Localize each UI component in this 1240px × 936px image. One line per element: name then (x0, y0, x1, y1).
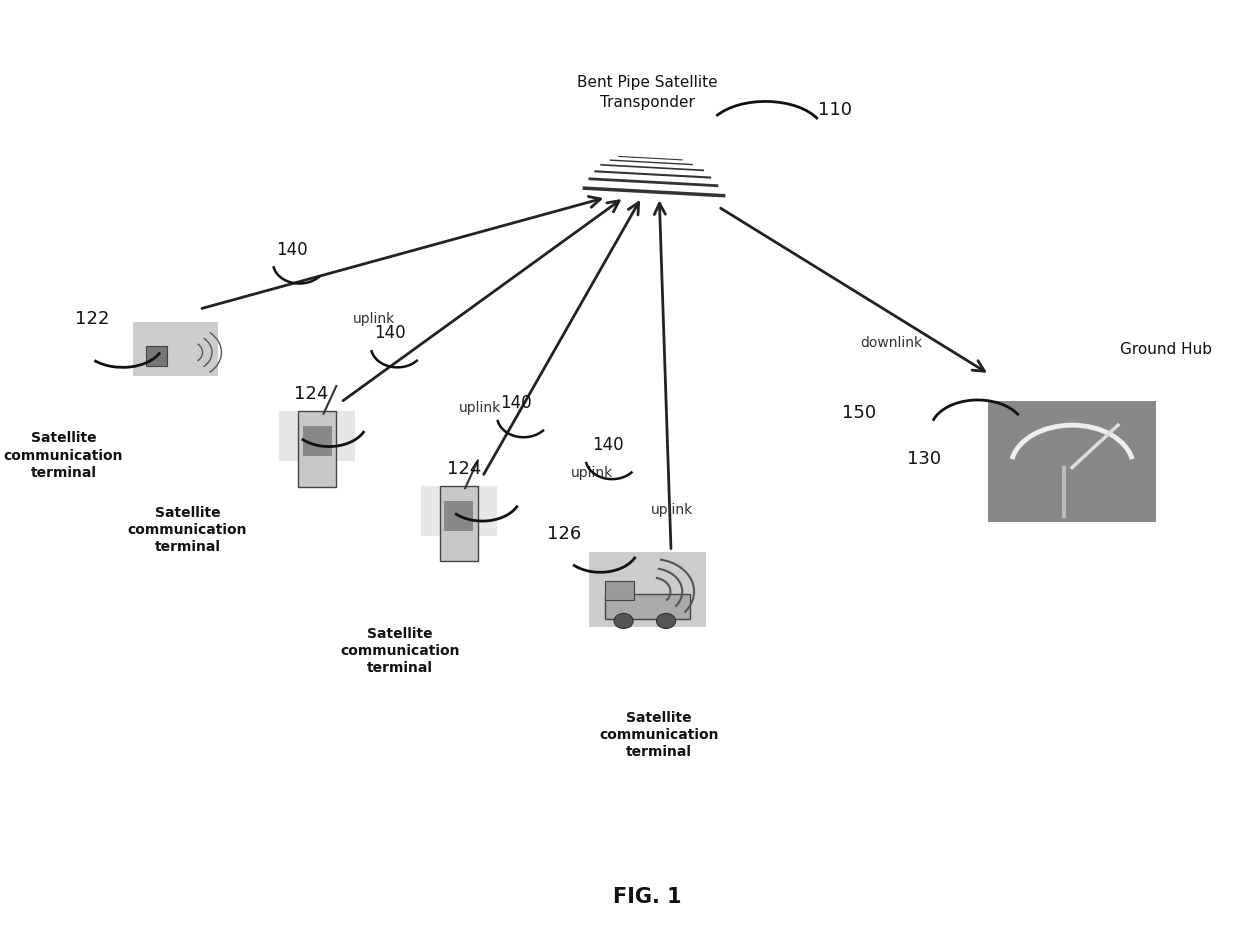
Text: Ground Hub: Ground Hub (1121, 342, 1213, 357)
Text: Satellite
communication
terminal: Satellite communication terminal (340, 626, 460, 675)
Text: Bent Pipe Satellite
Transponder: Bent Pipe Satellite Transponder (577, 75, 718, 110)
Text: uplink: uplink (651, 503, 693, 517)
Text: 130: 130 (906, 449, 941, 468)
Text: Satellite
communication
terminal: Satellite communication terminal (599, 709, 719, 758)
Text: 124: 124 (294, 385, 329, 402)
Text: 140: 140 (373, 324, 405, 342)
Text: 126: 126 (547, 524, 582, 542)
Bar (133, 323, 218, 376)
Text: 140: 140 (500, 394, 532, 412)
Bar (146, 346, 167, 366)
Text: uplink: uplink (570, 465, 613, 479)
Text: uplink: uplink (459, 401, 501, 415)
Bar (444, 501, 474, 532)
Text: FIG. 1: FIG. 1 (613, 886, 682, 906)
Bar (279, 412, 356, 462)
Bar (420, 486, 497, 536)
Bar (605, 594, 689, 620)
Text: uplink: uplink (352, 312, 394, 326)
Text: 124: 124 (446, 459, 481, 477)
Circle shape (614, 614, 634, 629)
Text: Satellite
communication
terminal: Satellite communication terminal (128, 505, 247, 554)
Bar (440, 486, 477, 562)
Circle shape (656, 614, 676, 629)
Bar (605, 581, 634, 600)
Bar (988, 402, 1157, 522)
Bar (589, 552, 706, 627)
Text: 110: 110 (818, 101, 852, 119)
Text: 150: 150 (842, 403, 877, 421)
Text: 140: 140 (591, 436, 624, 454)
Text: Satellite
communication
terminal: Satellite communication terminal (4, 431, 123, 479)
Bar (298, 412, 336, 487)
Text: downlink: downlink (859, 335, 921, 349)
Text: 140: 140 (277, 241, 308, 258)
Bar (303, 427, 331, 457)
Text: 122: 122 (76, 310, 110, 329)
